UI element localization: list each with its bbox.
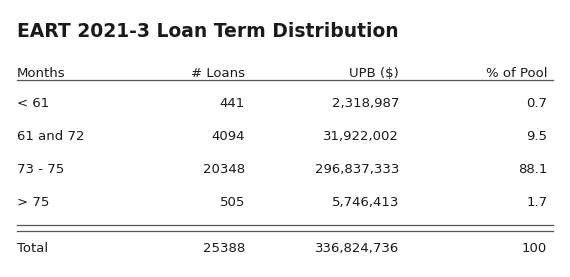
Text: 61 and 72: 61 and 72: [17, 130, 84, 143]
Text: EART 2021-3 Loan Term Distribution: EART 2021-3 Loan Term Distribution: [17, 22, 399, 41]
Text: # Loans: # Loans: [191, 67, 245, 80]
Text: 505: 505: [219, 196, 245, 209]
Text: 296,837,333: 296,837,333: [315, 163, 399, 176]
Text: 1.7: 1.7: [526, 196, 547, 209]
Text: 73 - 75: 73 - 75: [17, 163, 64, 176]
Text: 100: 100: [522, 242, 547, 255]
Text: 9.5: 9.5: [526, 130, 547, 143]
Text: Total: Total: [17, 242, 48, 255]
Text: UPB ($): UPB ($): [349, 67, 399, 80]
Text: 25388: 25388: [203, 242, 245, 255]
Text: < 61: < 61: [17, 97, 50, 110]
Text: Months: Months: [17, 67, 66, 80]
Text: % of Pool: % of Pool: [486, 67, 547, 80]
Text: 5,746,413: 5,746,413: [332, 196, 399, 209]
Text: 4094: 4094: [211, 130, 245, 143]
Text: > 75: > 75: [17, 196, 50, 209]
Text: 20348: 20348: [203, 163, 245, 176]
Text: 31,922,002: 31,922,002: [323, 130, 399, 143]
Text: 88.1: 88.1: [518, 163, 547, 176]
Text: 336,824,736: 336,824,736: [315, 242, 399, 255]
Text: 2,318,987: 2,318,987: [332, 97, 399, 110]
Text: 441: 441: [220, 97, 245, 110]
Text: 0.7: 0.7: [526, 97, 547, 110]
